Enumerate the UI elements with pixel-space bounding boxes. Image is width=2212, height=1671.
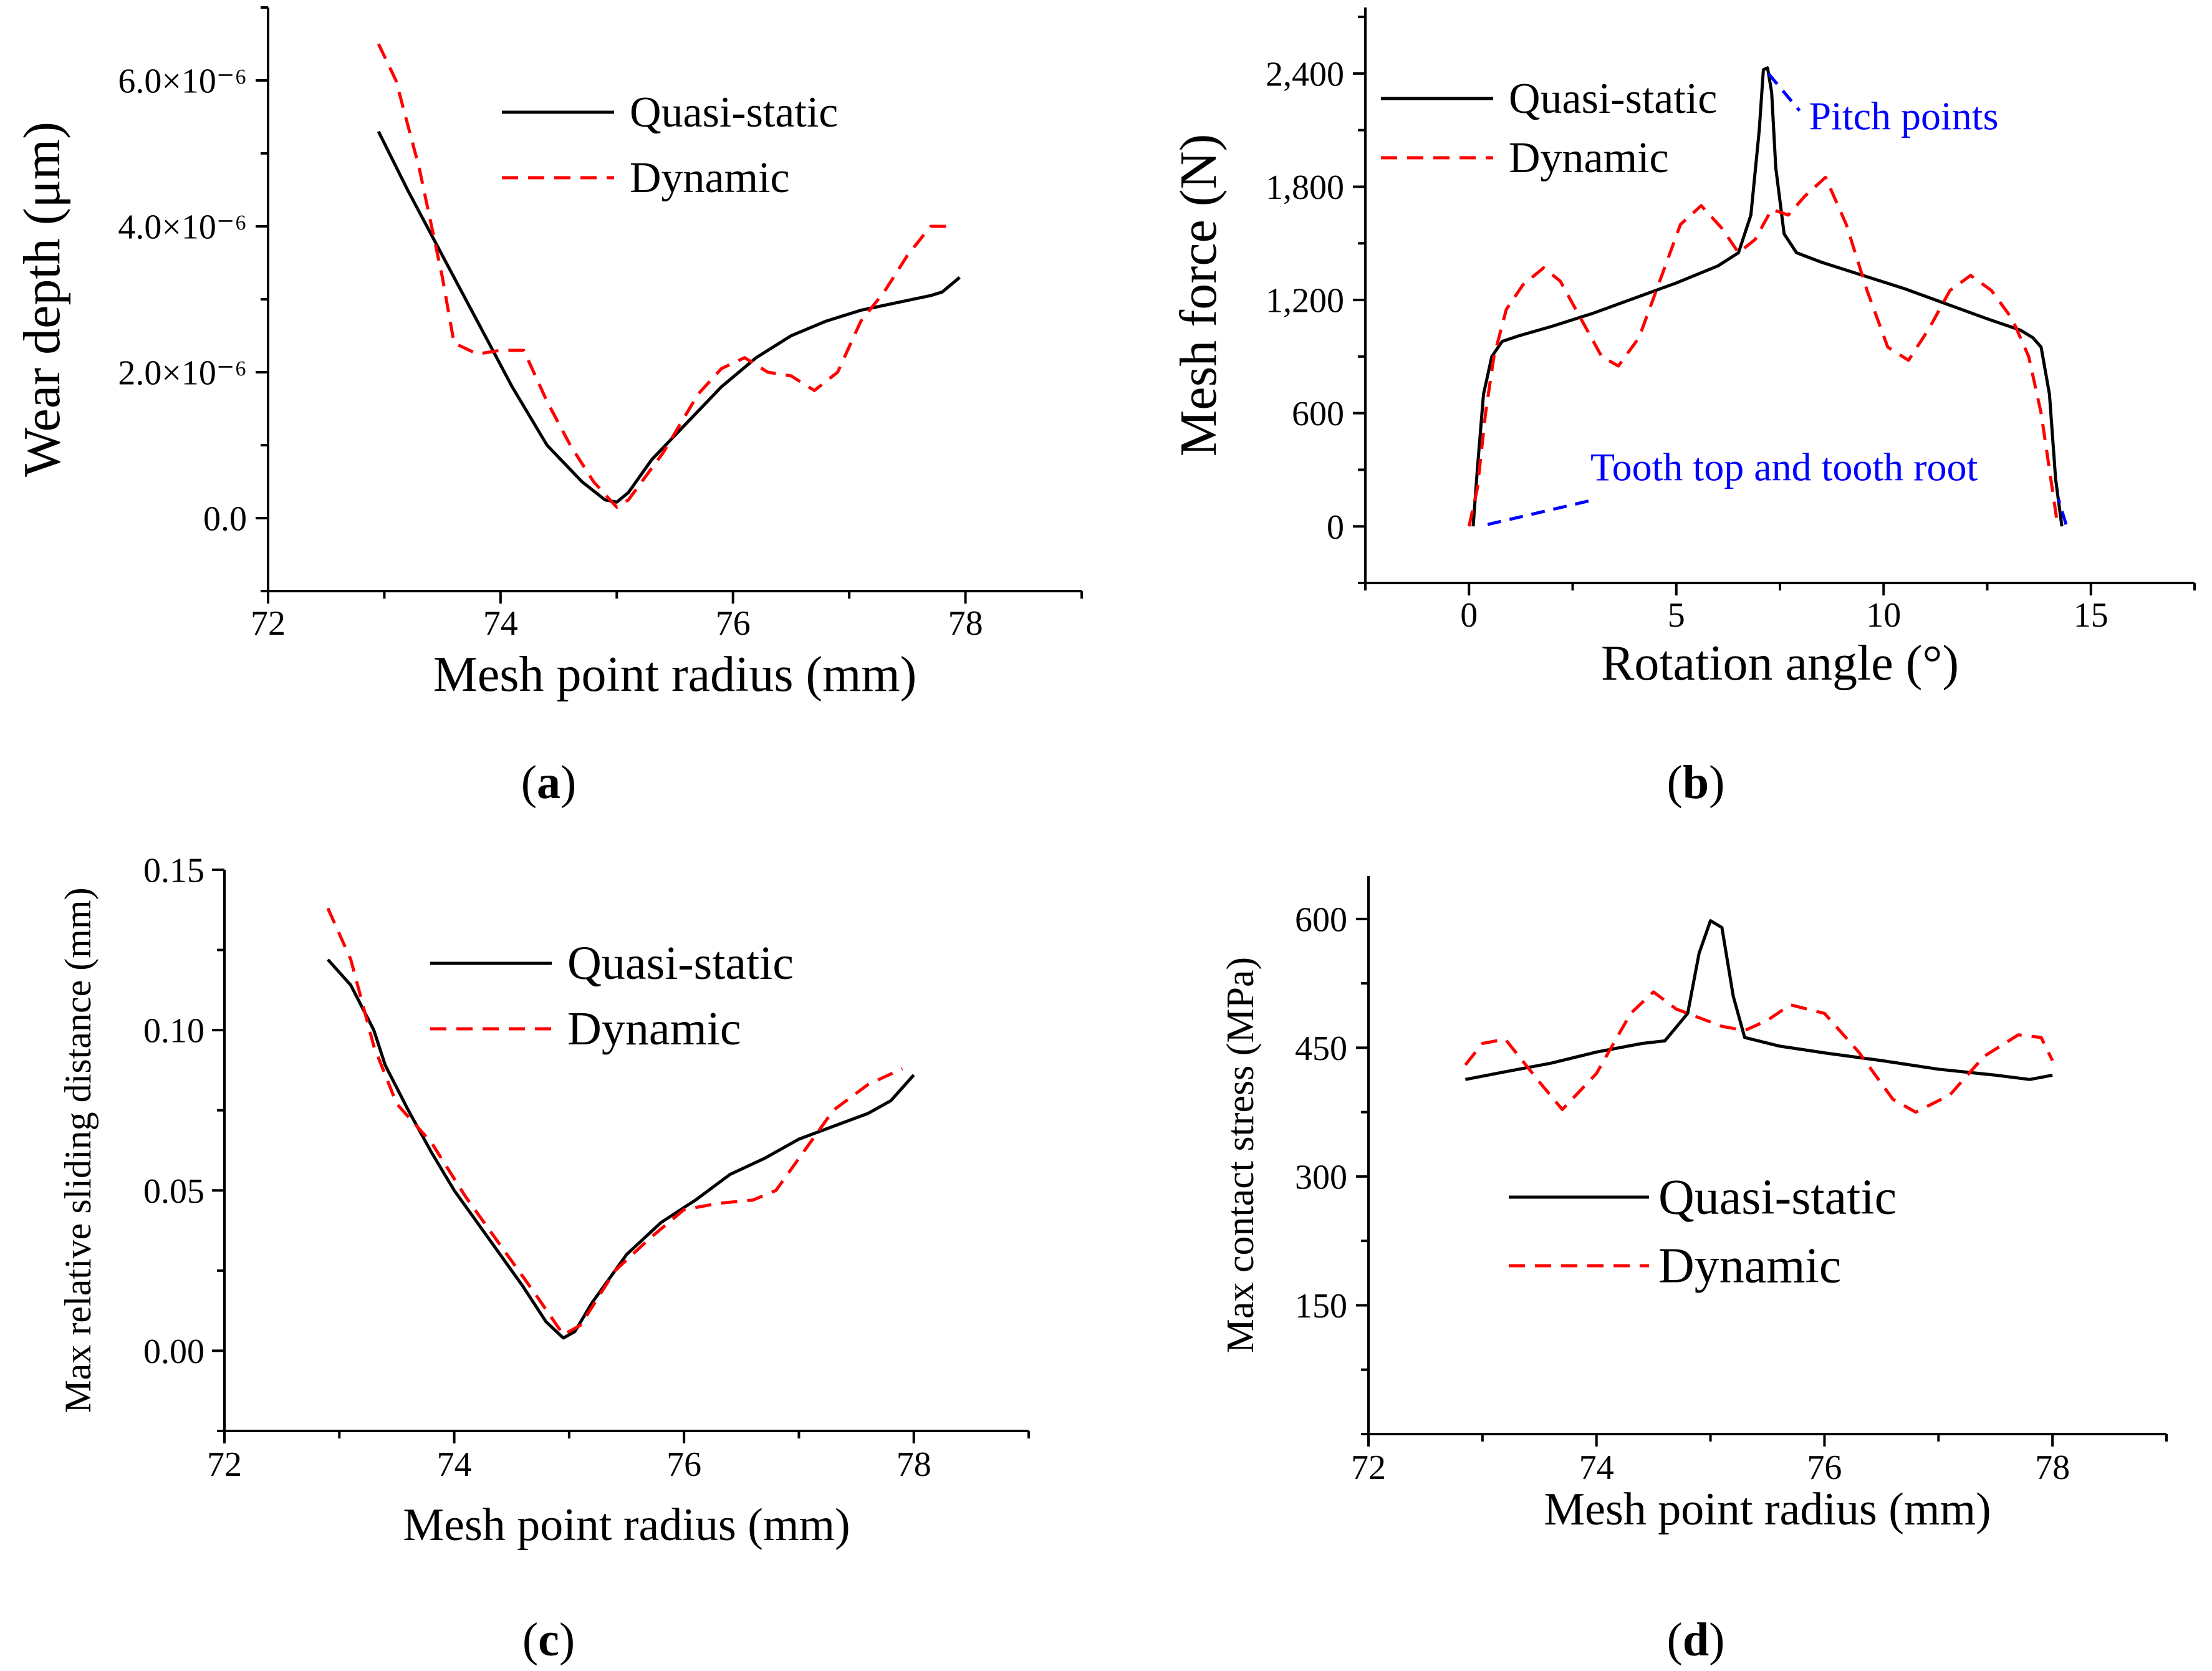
panel-caption: (d) [1667, 1614, 1725, 1666]
quasi-static-series-line [1464, 919, 2053, 1081]
y-tick-label: 450 [1295, 1029, 1347, 1068]
caption-part: ( [522, 1614, 538, 1666]
y-tick-label: 0.10 [143, 1012, 204, 1051]
legend-dynamic-label: Dynamic [630, 154, 790, 202]
x-tick-label: 76 [1807, 1448, 1842, 1487]
x-tick-label: 74 [1579, 1448, 1614, 1487]
chart-d: 72 74 76 78 150 300 450 600 Mesh point radius (m… [1219, 876, 2168, 1666]
x-tick-label: 76 [666, 1445, 701, 1484]
tooth-top-root-label: Tooth top and tooth root [1590, 445, 1978, 489]
caption-part: a [537, 756, 560, 809]
dynamic-series-line [377, 43, 954, 509]
y-tick-label: 4.0×10⁻⁶ [118, 208, 247, 247]
y-tick-label: 600 [1295, 900, 1347, 939]
x-tick-label: 72 [251, 604, 286, 643]
caption-part: b [1683, 756, 1709, 809]
tooth-top-arrow-left [1487, 497, 1598, 526]
x-tick-label: 72 [1351, 1448, 1386, 1487]
y-tick-label: 0 [1327, 508, 1344, 547]
legend-dynamic-label: Dynamic [1509, 134, 1669, 182]
y-axis-title: Wear depth (μm) [13, 122, 71, 477]
y-tick-label: 0.15 [143, 852, 204, 890]
caption-part: ( [521, 756, 537, 809]
quasi-static-series-line [1471, 66, 2064, 527]
x-axis-title: Mesh point radius (mm) [403, 1500, 850, 1551]
chart-b: 0 5 10 15 0 600 1,200 1,800 2,400 Rotation angle … [1170, 7, 2196, 809]
y-tick-label: 2.0×10⁻⁶ [118, 354, 247, 393]
y-axis-title: Mesh force (N) [1170, 134, 1228, 457]
caption-part: ) [560, 756, 576, 809]
x-tick-label: 76 [716, 604, 751, 643]
legend-quasi-label: Quasi-static [630, 89, 838, 137]
caption-part: c [538, 1614, 559, 1666]
x-tick-label: 15 [2074, 596, 2109, 635]
dynamic-series-line [326, 907, 903, 1337]
dynamic-series-line [1467, 175, 2060, 527]
legend-dynamic-label: Dynamic [567, 1003, 741, 1055]
x-axis-title: Mesh point radius (mm) [433, 647, 916, 702]
panel-caption: (c) [522, 1614, 575, 1666]
x-axis-title: Rotation angle (°) [1601, 636, 1959, 691]
y-tick-label: 300 [1295, 1158, 1347, 1197]
y-axis-title: Max relative sliding distance (mm) [57, 887, 99, 1413]
x-tick-label: 0 [1460, 596, 1478, 635]
x-tick-label: 78 [948, 604, 983, 643]
quasi-static-series-line [377, 130, 961, 504]
y-tick-label: 1,800 [1266, 168, 1344, 207]
y-tick-label: 6.0×10⁻⁶ [118, 62, 247, 101]
panel-caption: (b) [1667, 756, 1725, 809]
legend-quasi-label: Quasi-static [1658, 1170, 1897, 1225]
x-tick-label: 78 [897, 1445, 931, 1484]
y-tick-label: 0.05 [143, 1172, 204, 1211]
x-tick-label: 5 [1668, 596, 1685, 635]
x-tick-label: 72 [207, 1445, 242, 1484]
chart-c: 72 74 76 78 0.00 0.05 0.10 0.15 Mesh point radiu… [57, 852, 1030, 1666]
caption-part: ( [1667, 1614, 1683, 1666]
pitch-points-arrow [1767, 72, 1801, 112]
caption-part: d [1683, 1614, 1709, 1666]
y-tick-label: 0.0 [203, 500, 247, 539]
caption-part: ) [1709, 1614, 1724, 1666]
pitch-points-label: Pitch points [1809, 94, 1998, 138]
legend-dynamic-label: Dynamic [1658, 1238, 1841, 1293]
x-tick-label: 10 [1866, 596, 1901, 635]
x-tick-label: 74 [483, 604, 518, 643]
caption-part: ) [559, 1614, 575, 1666]
y-tick-label: 600 [1292, 395, 1344, 433]
x-axis-title: Mesh point radius (mm) [1544, 1484, 1991, 1535]
x-tick-label: 78 [2035, 1448, 2070, 1487]
caption-part: ( [1667, 756, 1683, 809]
legend-quasi-label: Quasi-static [1509, 75, 1717, 123]
quasi-static-series-line [327, 958, 915, 1340]
y-tick-label: 0.00 [143, 1332, 204, 1371]
dynamic-series-line [1464, 990, 2054, 1114]
y-axis-title: Max contact stress (MPa) [1219, 957, 1262, 1353]
y-tick-label: 2,400 [1266, 55, 1344, 94]
x-tick-label: 74 [437, 1445, 472, 1484]
panel-caption: (a) [521, 756, 577, 809]
y-tick-label: 1,200 [1266, 282, 1344, 320]
tooth-root-arrow-right [2057, 498, 2068, 525]
caption-part: ) [1709, 756, 1724, 809]
y-tick-label: 150 [1295, 1287, 1347, 1326]
legend-quasi-label: Quasi-static [567, 937, 794, 990]
chart-a: 72 74 76 78 0.0 2.0×10⁻⁶ 4.0×10⁻⁶ 6.0×10⁻⁶ Mesh … [13, 6, 1083, 809]
